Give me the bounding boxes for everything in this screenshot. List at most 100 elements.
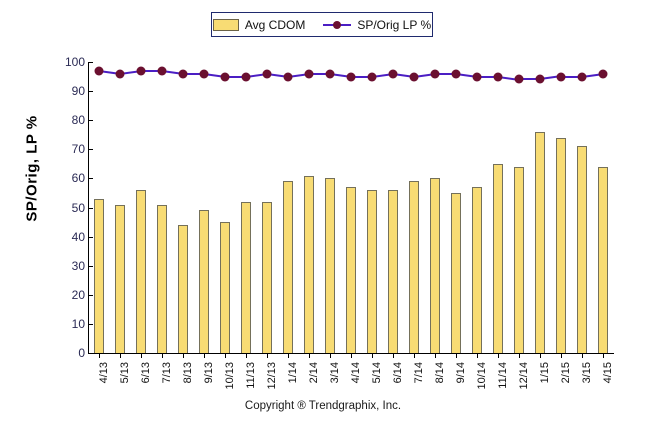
y-tick-label: 0 [78, 344, 93, 362]
x-tick-label-11-13: 11/13 [244, 362, 257, 389]
x-tick-mark [308, 353, 310, 358]
x-tick-mark [434, 353, 436, 358]
x-tick-mark [476, 353, 478, 358]
x-tick-mark [203, 353, 205, 358]
y-tick-label: 60 [71, 169, 93, 187]
y-tick-value: 90 [71, 84, 85, 99]
line-marker-3-14 [325, 69, 334, 79]
line-marker-11-13 [241, 72, 250, 82]
y-tick-label: 90 [71, 82, 93, 100]
line-marker-6-14 [388, 69, 397, 79]
bar-1-14 [282, 181, 293, 353]
legend-item-sp-orig-lp: SP/Orig LP % [323, 18, 431, 32]
x-tick-mark [581, 353, 583, 358]
y-tick-value: 30 [71, 258, 85, 273]
x-tick-label-10-14: 10/14 [475, 362, 488, 390]
x-tick-mark [371, 353, 373, 358]
legend-label-avg-cdom: Avg CDOM [244, 17, 306, 32]
x-tick-mark [497, 353, 499, 358]
line-segment [308, 72, 330, 75]
y-tick-value: 20 [71, 287, 85, 302]
line-segment [560, 75, 582, 78]
x-tick-mark [245, 353, 247, 358]
x-tick-label-4-14: 4/14 [349, 362, 362, 384]
x-tick-mark [266, 353, 268, 358]
x-tick-mark [560, 353, 562, 358]
y-tick-mark [88, 294, 93, 296]
y-tick-value: 70 [71, 142, 85, 157]
bar-9-13 [198, 210, 209, 353]
legend-label-sp-orig-lp: SP/Orig LP % [357, 17, 432, 32]
y-tick-value: 40 [71, 229, 85, 244]
y-tick-mark [88, 265, 93, 267]
x-tick-label-8-13: 8/13 [181, 362, 194, 384]
y-tick-label: 80 [72, 111, 93, 129]
bar-11-13 [240, 201, 251, 353]
bar-8-14 [429, 178, 440, 353]
x-tick-label-6-13: 6/13 [139, 362, 152, 384]
x-tick-mark [161, 353, 163, 358]
y-tick-value: 60 [71, 171, 85, 186]
y-tick-value: 10 [71, 316, 85, 331]
x-tick-label-2-15: 2/15 [559, 362, 572, 384]
x-tick-label-6-14: 6/14 [391, 362, 404, 384]
bar-4-13 [93, 198, 104, 353]
bar-4-15 [597, 166, 608, 353]
plot-area: 0 10 20 30 40 50 60 70 80 90 100 4/13 5/13 6/13 7/13 8… [65, 55, 614, 390]
x-tick-mark [455, 353, 457, 358]
x-tick-label-3-14: 3/14 [328, 362, 341, 384]
line-marker-11-14 [493, 72, 502, 82]
x-tick-mark [329, 353, 331, 358]
line-marker-swatch-icon [323, 19, 352, 31]
x-tick-mark [413, 353, 415, 358]
y-tick-label: 40 [71, 228, 93, 246]
y-tick-value: 50 [71, 200, 85, 215]
line-marker-2-15 [556, 72, 565, 82]
x-tick-label-12-14: 12/14 [517, 362, 530, 390]
bar-4-14 [345, 187, 356, 353]
y-tick-value: 100 [64, 55, 85, 69]
line-marker-8-13 [178, 69, 187, 79]
line-segment [350, 75, 372, 78]
x-tick-mark [287, 353, 289, 358]
line-marker-9-13 [199, 69, 208, 79]
bar-10-13 [219, 222, 230, 353]
y-tick-label: 20 [71, 286, 93, 304]
line-marker-1-15 [535, 74, 544, 84]
line-segment [224, 75, 246, 78]
x-tick-mark [539, 353, 541, 358]
line-marker-4-14 [346, 72, 355, 82]
line-marker-4-15 [598, 69, 607, 79]
line-marker-8-14 [430, 69, 439, 79]
bar-12-14 [513, 166, 524, 353]
x-tick-label-4-13: 4/13 [97, 362, 110, 384]
y-tick-label: 100 [64, 53, 93, 71]
x-tick-mark [140, 353, 142, 358]
line-marker-10-14 [472, 72, 481, 82]
y-tick-value: 0 [78, 346, 85, 360]
line-marker-5-13 [115, 69, 124, 79]
x-tick-label-4-15: 4/15 [601, 362, 614, 384]
y-tick-mark [88, 149, 93, 151]
bar-5-13 [114, 204, 125, 353]
x-tick-label-7-13: 7/13 [160, 362, 173, 384]
x-tick-label-8-14: 8/14 [433, 362, 446, 384]
bar-6-13 [135, 190, 146, 353]
x-tick-label-3-15: 3/15 [580, 362, 593, 384]
line-marker-7-14 [409, 72, 418, 82]
y-tick-label: 10 [71, 315, 93, 333]
x-tick-label-1-14: 1/14 [286, 362, 299, 384]
x-tick-label-2-14: 2/14 [307, 362, 320, 384]
line-marker-6-13 [136, 66, 145, 76]
bar-7-14 [408, 181, 419, 353]
chart-legend: Avg CDOM SP/Orig LP % [211, 12, 433, 37]
bar-2-15 [555, 137, 566, 353]
y-tick-mark [88, 178, 93, 180]
line-marker-2-14 [304, 69, 313, 79]
y-tick-mark [88, 120, 93, 122]
bar-3-15 [576, 146, 587, 353]
line-segment [518, 78, 540, 81]
y-axis-title: SP/Orig, LP % [23, 115, 41, 222]
x-tick-mark [182, 353, 184, 358]
